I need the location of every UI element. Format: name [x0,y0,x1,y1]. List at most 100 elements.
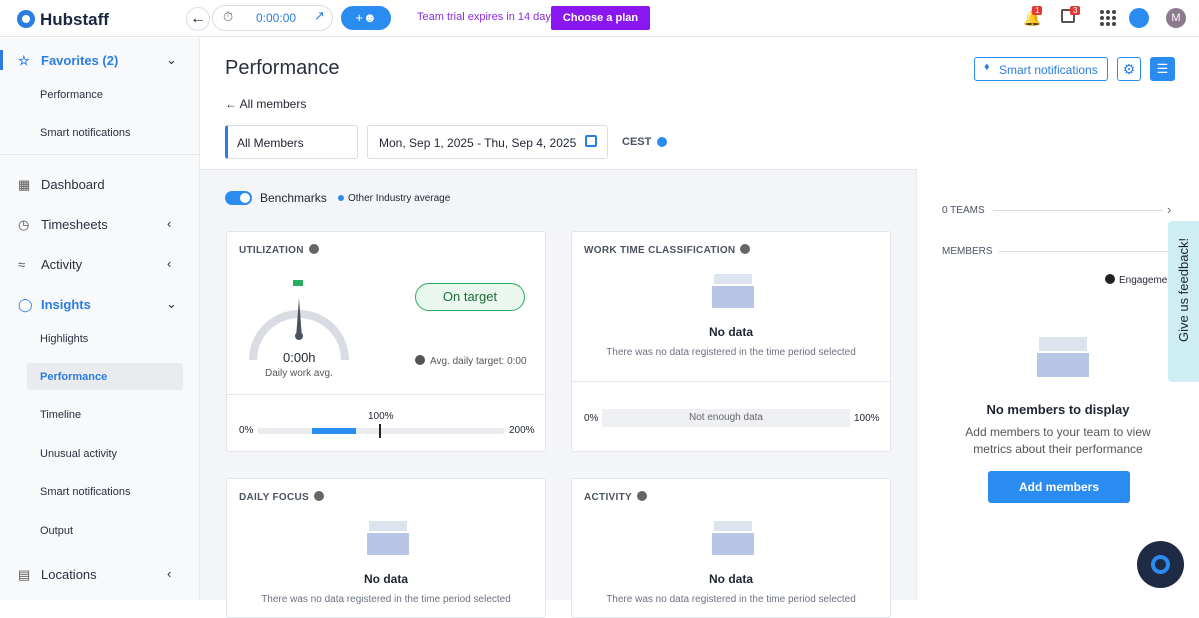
engagement-label: Engagement [1105,274,1176,286]
icon: ◷ [18,217,30,232]
gifts-badge: 3 [1070,6,1081,15]
nav-activity[interactable]: Activity [41,257,83,272]
right-panel: 0 TEAMS › MEMBERS Engagement No members … [916,169,1199,600]
nav-sub-item[interactable]: Unusual activity [40,448,118,460]
progress-track [257,428,505,434]
members-select[interactable]: All Members [225,125,358,159]
avatar[interactable]: M [1166,8,1186,28]
card-title: WORK TIME CLASSIFICATION [584,244,751,256]
icon: ≈ [18,257,26,272]
benchmarks-toggle[interactable] [225,191,252,205]
chevron: ⌄ [166,296,177,311]
gauge-caption: Daily work avg. [265,368,333,379]
divider [572,381,890,382]
nav-timesheets[interactable]: Timesheets [41,217,108,232]
gifts-icon[interactable] [1061,9,1075,23]
open-timer[interactable]: ↗ [314,8,325,23]
nav-sub-item-active[interactable]: Performance [40,371,108,383]
empty-illustration [710,521,756,557]
empty-illustration [1035,337,1091,383]
collapse-button[interactable]: ← [186,7,210,31]
bell-icon: ♦ [984,61,990,73]
teams-label[interactable]: 0 TEAMS [942,205,985,216]
divider [993,210,1163,211]
timer[interactable] [212,5,333,31]
nav-sub-item[interactable]: Highlights [40,333,89,345]
favorites-icon: ☆ [18,53,30,68]
nav-sub-item[interactable]: Timeline [40,409,82,421]
title-text: DAILY FOCUS [239,492,309,503]
title-text: ACTIVITY [584,492,632,503]
title-text: WORK TIME CLASSIFICATION [584,245,736,256]
members-label: MEMBERS [942,246,993,257]
sidebar [0,38,200,600]
page-title: Performance [225,57,340,79]
nav-sub-item[interactable]: Performance [40,89,103,101]
chat-launcher[interactable] [1137,541,1184,588]
divider [999,251,1169,252]
legend-text: Other Industry average [348,193,451,204]
scale-max: 200% [509,425,535,436]
brand: Hubstaff [40,10,109,29]
empty-text: Add members to your team to view metrics… [965,425,1151,456]
activity-card: ACTIVITY No data There was no data regis… [571,478,891,618]
target-value: Avg. daily target: 0:00 [430,356,527,367]
page: Hubstaff ← 0:00:00 ⏱ ↗ +☻ Team trial exp… [0,5,1199,618]
gauge [249,280,349,361]
nav-locations[interactable]: Locations [41,567,97,582]
scale-max: 100% [854,413,880,424]
divider [227,394,545,395]
back-link[interactable]: ← All members [225,97,307,111]
empty-title: No data [708,325,753,339]
settings-button[interactable]: ⚙ [1117,57,1141,81]
scale-min: 0% [584,413,599,424]
chevron: ‹ [167,216,172,231]
daily-focus-card: DAILY FOCUS No data There was no data re… [226,478,546,618]
empty-text: There was no data registered in the time… [606,347,856,358]
feedback-tab[interactable] [1168,221,1199,382]
add-user-button[interactable]: +☻ [341,6,391,30]
timezone: CEST [622,136,652,148]
add-members-button[interactable]: Add members [988,471,1130,503]
progress-benchmark [312,428,356,434]
title-text: UTILIZATION [239,245,304,256]
logo [17,10,35,28]
chevron: ‹ [167,256,172,271]
active-indicator [0,50,3,70]
nav-insights[interactable]: Insights [41,297,91,312]
smart-notifications-button[interactable]: Smart notifications [974,57,1108,81]
date-range-picker[interactable]: Mon, Sep 1, 2025 - Thu, Sep 4, 2025 [367,125,608,159]
status-icon[interactable] [1129,8,1149,28]
benchmarks-label: Benchmarks [260,191,327,205]
empty-title: No data [363,572,408,586]
nav-sub-item[interactable]: Smart notifications [40,127,131,139]
apps-icon[interactable] [1100,10,1116,26]
nav-sub-item[interactable]: Output [40,525,74,537]
empty-illustration [365,521,411,557]
feedback-text: Give us feedback! [1176,237,1191,342]
notifications-badge: 1 [1032,6,1043,15]
nav-favorites[interactable]: Favorites (2) [41,53,119,68]
target-marker [379,424,381,438]
list-view-button[interactable]: ☰ [1150,57,1175,81]
selected-item-bg [27,363,183,390]
icon: ▦ [18,177,31,192]
scale-min: 0% [239,425,254,436]
card-title: DAILY FOCUS [239,491,324,503]
gauge-value: 0:00h [283,350,316,365]
empty-title: No data [708,572,753,586]
card-title: ACTIVITY [584,491,647,503]
nav-dashboard[interactable]: Dashboard [41,177,105,192]
chevron: ⌄ [166,52,177,67]
back-text: All members [239,97,307,111]
timer-icon: ⏱ [223,9,234,24]
chevron: ‹ [167,566,172,581]
nav-sub-item[interactable]: Smart notifications [40,486,131,498]
choose-plan-button[interactable]: Choose a plan [551,6,650,30]
status-pill: On target [415,283,525,311]
icon: ▤ [18,567,31,582]
legend-dot [338,195,344,201]
chevron: › [1167,202,1172,217]
divider [0,154,199,155]
empty-title: No members to display [986,402,1130,417]
